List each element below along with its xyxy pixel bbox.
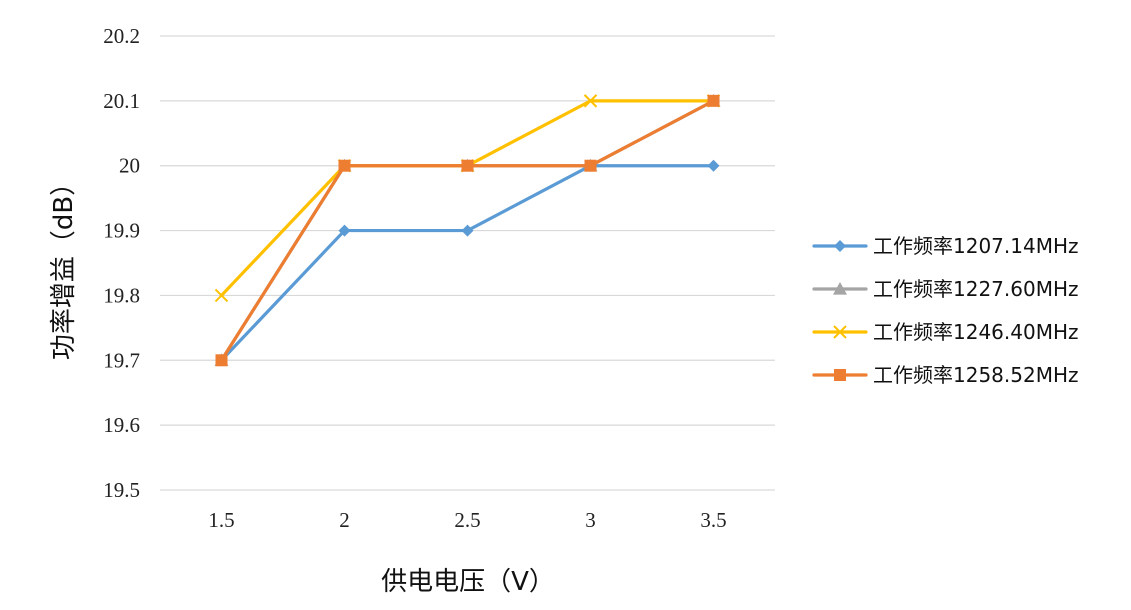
- legend-swatch-marker: [834, 369, 846, 381]
- legend-item: 工作频率1227.60MHz: [812, 277, 1079, 301]
- legend-swatch-marker: [834, 240, 846, 252]
- x-tick-label: 3: [585, 508, 596, 532]
- series-1: [215, 159, 720, 367]
- y-tick-label: 20.1: [103, 89, 140, 113]
- y-tick-label: 20.2: [103, 24, 140, 48]
- x-tick-label: 1.5: [208, 508, 234, 532]
- data-point: [338, 159, 351, 172]
- x-axis-tick-labels: 1.5 2 2.5 3 3.5: [208, 508, 726, 532]
- y-tick-label: 19.6: [103, 413, 140, 437]
- y-axis-tick-labels: 19.5 19.6 19.7 19.8 19.9 20 20.1 20.2: [103, 24, 140, 502]
- data-point: [461, 224, 474, 237]
- y-tick-label: 19.8: [103, 283, 140, 307]
- y-tick-label: 20: [119, 154, 140, 178]
- x-tick-label: 3.5: [700, 508, 726, 532]
- legend-item: 工作频率1246.40MHz: [812, 320, 1079, 344]
- legend-label: 工作频率1227.60MHz: [873, 277, 1079, 301]
- y-axis-title: 功率增益（dB）: [49, 170, 79, 360]
- legend-item: 工作频率1258.52MHz: [812, 363, 1079, 387]
- data-point: [215, 354, 228, 367]
- legend-swatch-marker: [833, 325, 847, 339]
- series-layer: [214, 93, 721, 367]
- data-point: [338, 224, 351, 237]
- x-tick-label: 2.5: [454, 508, 480, 532]
- data-point: [461, 159, 474, 172]
- legend-label: 工作频率1207.14MHz: [873, 234, 1079, 258]
- data-point: [707, 159, 720, 172]
- data-point: [583, 94, 598, 108]
- series-3: [214, 94, 721, 303]
- legend-label: 工作频率1258.52MHz: [873, 363, 1079, 387]
- series-line: [219, 164, 716, 362]
- x-axis-title: 供电电压（V）: [381, 567, 555, 597]
- legend-swatch-marker: [833, 282, 847, 295]
- series-line: [219, 99, 716, 298]
- legend: 工作频率1207.14MHz 工作频率1227.60MHz 工作频率1246.40M…: [812, 234, 1079, 387]
- series-4: [215, 94, 720, 367]
- legend-label: 工作频率1246.40MHz: [873, 320, 1079, 344]
- legend-item: 工作频率1207.14MHz: [812, 234, 1079, 258]
- x-tick-label: 2: [339, 508, 350, 532]
- data-point: [214, 288, 229, 303]
- y-tick-label: 19.9: [103, 219, 140, 243]
- data-point: [707, 94, 720, 107]
- y-tick-label: 19.5: [103, 478, 140, 502]
- y-tick-label: 19.7: [103, 348, 140, 372]
- data-point: [584, 159, 597, 172]
